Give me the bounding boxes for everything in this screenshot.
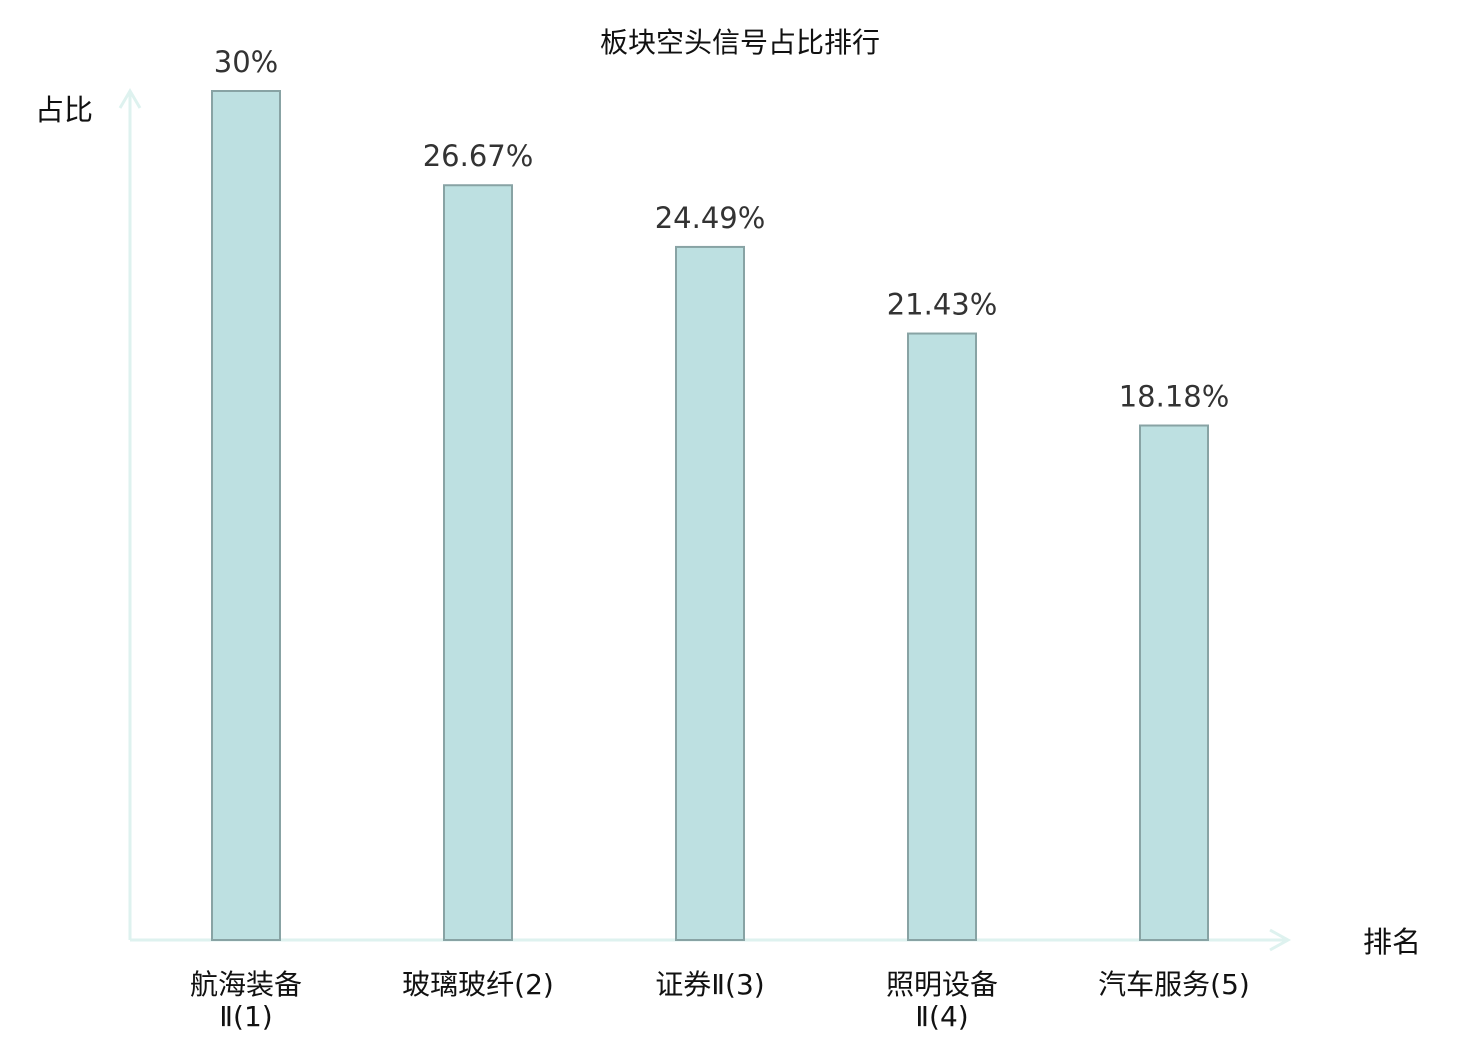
x-tick-label: 汽车服务(5) [1098, 968, 1250, 1001]
value-labels-group: 30% 26.67% 24.49% 21.43% 18.18% [214, 45, 1230, 414]
x-axis-arrow [1269, 928, 1292, 952]
x-tick-label: Ⅱ(4) [915, 1000, 968, 1033]
y-axis-label: 占比 [35, 93, 93, 127]
bars-group [211, 90, 1209, 942]
x-tick-label: 照明设备 [886, 968, 998, 1001]
x-tick-label: 玻璃玻纤(2) [402, 968, 554, 1001]
bar [211, 90, 281, 941]
bar [443, 184, 513, 941]
bar-value-label: 30% [214, 45, 278, 79]
x-axis-label: 排名 [1363, 925, 1421, 959]
y-axis-arrow [118, 88, 142, 109]
bar [907, 332, 977, 941]
bar-value-label: 24.49% [655, 201, 766, 235]
bar-value-label: 26.67% [423, 139, 534, 173]
bar [675, 245, 745, 942]
bar [1139, 424, 1209, 942]
x-tick-label: 航海装备 [190, 968, 302, 1001]
x-tick-label: Ⅱ(1) [219, 1000, 272, 1033]
bar-value-label: 18.18% [1119, 380, 1230, 414]
bar-value-label: 21.43% [887, 288, 998, 322]
chart-title: 板块空头信号占比排行 [600, 26, 880, 59]
x-tick-label: 证券Ⅱ(3) [655, 968, 764, 1001]
